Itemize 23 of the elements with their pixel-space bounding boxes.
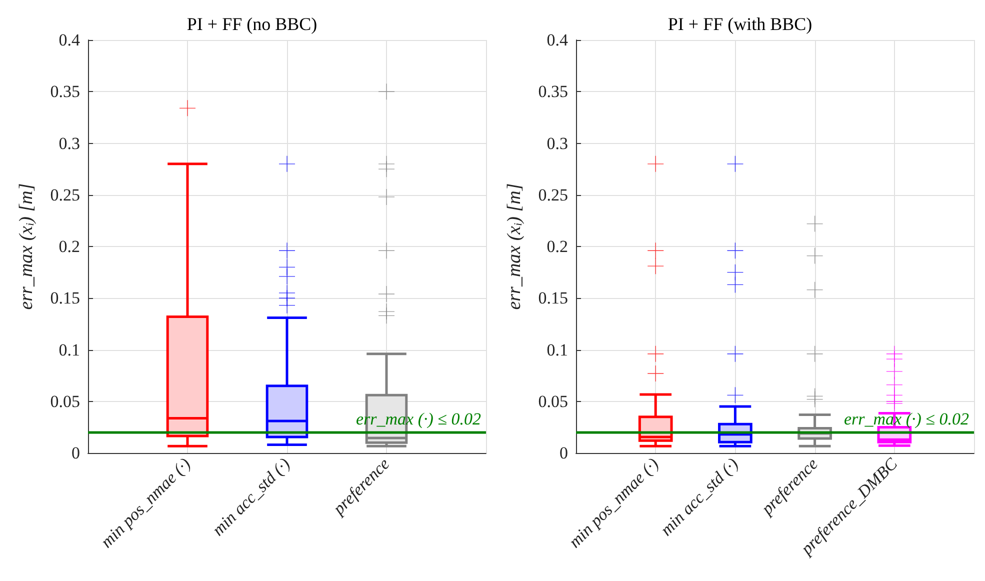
y-tick-label: 0.05 [538,392,568,411]
y-tick-label: 0.2 [58,237,80,256]
y-tick-label: 0.15 [538,288,568,308]
y-tick-label: 0.35 [538,82,568,102]
y-tick-label: 0 [560,444,568,462]
y-axis-title: err_max (xi) [m] [16,183,37,310]
y-tick-label: 0.1 [546,340,568,360]
y-tick-label: 0.3 [546,134,568,153]
y-tick-label: 0.3 [58,134,80,153]
chart-title: PI + FF (with BBC) [668,14,812,34]
ref-line-label: err_max (·) ≤ 0.02 [356,409,482,428]
y-tick-label: 0.2 [546,237,568,256]
y-tick-label: 0.15 [50,288,80,308]
y-tick-label: 0.4 [546,30,568,50]
y-tick-label: 0.25 [50,185,80,204]
y-tick-label: 0.25 [538,185,568,204]
y-tick-label: 0.35 [50,82,80,102]
y-tick-label: 0.1 [58,340,80,360]
chart-title: PI + FF (no BBC) [186,14,318,34]
y-axis-title: err_max (xi) [m] [504,183,525,310]
y-tick-label: 0 [72,444,80,462]
y-tick-label: 0.05 [50,392,80,411]
y-tick-label: 0.4 [58,30,80,50]
